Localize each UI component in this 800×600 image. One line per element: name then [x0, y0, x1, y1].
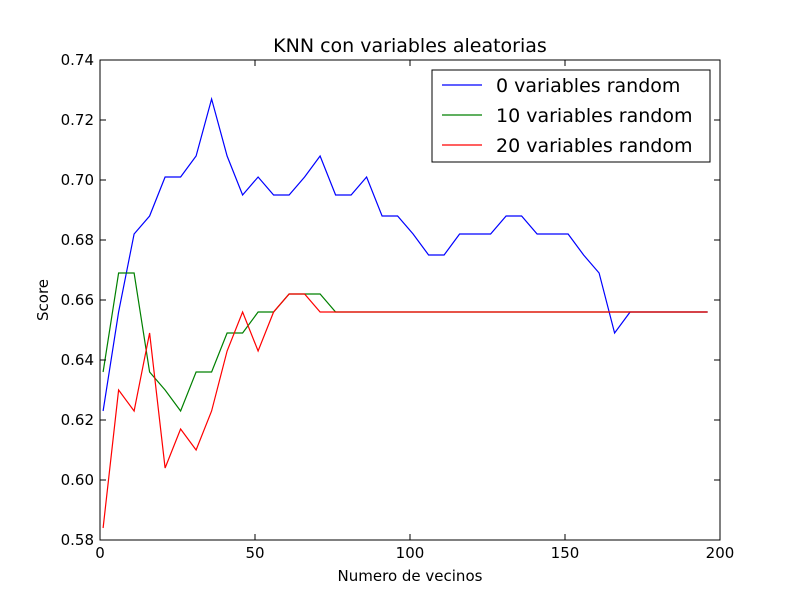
y-tick-label: 0.60: [61, 471, 94, 489]
y-tick-label: 0.70: [61, 171, 94, 189]
y-tick-label: 0.68: [61, 231, 94, 249]
x-tick-label: 100: [396, 544, 425, 562]
series-line-2: [102, 293, 708, 529]
x-tick-label: 200: [706, 544, 735, 562]
y-tick-label: 0.74: [61, 51, 94, 69]
y-tick-label: 0.62: [61, 411, 94, 429]
y-tick-label: 0.72: [61, 111, 94, 129]
legend: 0 variables random 10 variables random 20 …: [431, 69, 711, 163]
legend-label-0: 0 variables random: [496, 75, 680, 97]
series-layer: [102, 96, 708, 529]
legend-label-1: 10 variables random: [496, 105, 693, 127]
x-axis-label: Numero de vecinos: [338, 567, 483, 585]
y-tick-label: 0.58: [61, 531, 94, 549]
y-tick-label: 0.64: [61, 351, 94, 369]
tick-layer: 0 50 100 150 200 0.58 0.60 0.62 0.64 0.66 0.68 0.70…: [61, 51, 735, 562]
legend-label-2: 20 variables random: [496, 135, 693, 157]
y-tick-label: 0.66: [61, 291, 94, 309]
x-tick-label: 150: [551, 544, 580, 562]
y-axis-label: Score: [34, 279, 52, 321]
x-tick-label: 50: [245, 544, 264, 562]
x-tick-label: 0: [95, 544, 105, 562]
series-line-0: [102, 96, 708, 412]
chart-title: KNN con variables aleatorias: [273, 35, 547, 57]
